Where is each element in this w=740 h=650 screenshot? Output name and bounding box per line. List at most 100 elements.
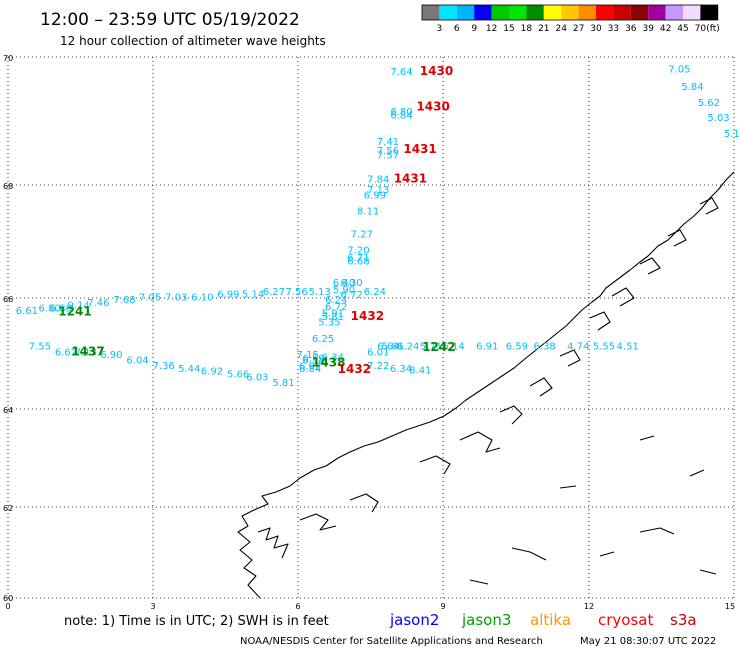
wave-height-value: 5.90 (333, 285, 355, 296)
coastline-fjord (257, 527, 289, 559)
pass-time-label: 1430 (416, 99, 449, 113)
colorbar-swatch (491, 5, 509, 20)
wave-height-value: 7.27 (351, 230, 373, 241)
inland-lake (699, 569, 717, 575)
pass-time-label: 1432 (351, 309, 384, 323)
wave-height-value: 5.03 (707, 113, 729, 124)
wave-height-value: 5.66 (227, 369, 249, 380)
wave-height-value: 7.22 (367, 361, 389, 372)
coastline-fjord (349, 493, 379, 513)
colorbar-swatch (456, 5, 475, 20)
colorbar-tick-label: 45 (677, 24, 688, 34)
footer-note: note: 1) Time is in UTC; 2) SWH is in fe… (64, 614, 329, 629)
inland-lake (469, 579, 489, 585)
wave-height-value: 6.64 (377, 342, 399, 353)
wave-height-value: 7.13 (75, 347, 97, 358)
colorbar-swatch (613, 5, 631, 20)
wave-height-value: 6.27 (263, 287, 285, 298)
wave-height-value: 6.59 (506, 342, 528, 353)
wave-height-value: 6.40 (333, 278, 355, 289)
colorbar-outline (421, 4, 719, 21)
colorbar-tick-label: 18 (521, 24, 533, 34)
colorbar-swatch (648, 5, 666, 20)
map-panel: 70 68 66 64 62 60 0 3 6 9 12 15 (3, 54, 740, 611)
wave-height-value: 5.14 (242, 289, 264, 300)
wave-height-value: 7.46 (87, 298, 109, 309)
lon-tick-labels: 0 3 6 9 12 15 (5, 602, 735, 611)
wave-height-value: 7.20 (347, 245, 369, 256)
page-title: 12:00 – 23:59 UTC 05/19/2022 (40, 10, 300, 30)
colorbar-swatch (474, 5, 492, 20)
lat-tick-label: 64 (3, 406, 13, 415)
colorbar-tick-label: 9 (471, 24, 477, 34)
coastline-mainland (237, 171, 735, 599)
wave-height-value: 6.61 (16, 306, 38, 317)
coastline-island (699, 197, 719, 215)
lat-tick-label: 60 (3, 594, 13, 603)
coastline-island (667, 229, 687, 247)
wave-height-value: 6.84 (299, 364, 321, 375)
colorbar-tick-label: 24 (555, 24, 567, 34)
wave-height-value: 6.24 (397, 342, 419, 353)
coastline-island (499, 405, 523, 425)
wave-height-value: 4.51 (617, 342, 639, 353)
legend-entry-jason3: jason3 (461, 611, 511, 629)
wave-height-value: 6.10 (191, 292, 213, 303)
legend-entry-jason2: jason2 (389, 611, 439, 629)
legend-entry-cryosat: cryosat (598, 611, 653, 629)
inland-lake (639, 435, 655, 441)
coastline-fjord (299, 513, 337, 531)
wave-height-value: 6.14 (443, 342, 465, 353)
wave-height-value: 5.55 (593, 342, 615, 353)
wave-height-value: 7.64 (390, 67, 412, 78)
wave-height-value: 6.34 (390, 364, 412, 375)
legend-entry-s3a: s3a (670, 611, 697, 629)
colorbar-tick-label: 27 (573, 24, 584, 34)
pass-time-label: 1241 (58, 304, 91, 318)
wave-height-value: 6.24 (364, 287, 386, 298)
wave-height-colorbar: 3 6 9 12 15 18 21 24 27 30 33 36 39 42 45 70 (421, 4, 719, 34)
wave-height-value: 6.72 (325, 302, 347, 313)
wave-height-value: 7.56 (377, 146, 399, 157)
inland-lake (689, 469, 705, 477)
colorbar-swatch (422, 5, 440, 20)
wave-height-value: 6.91 (476, 342, 498, 353)
colorbar-tick-label: 21 (538, 24, 549, 34)
pass-time-label: 1431 (403, 142, 436, 156)
wave-height-value: 6.92 (299, 362, 321, 373)
wave-height-value: 6.58 (302, 356, 324, 367)
wave-height-value: 6.92 (201, 367, 223, 378)
colorbar-swatch (700, 5, 718, 20)
lat-tick-label: 68 (3, 182, 13, 191)
pass-time-label: 1437 (71, 344, 104, 358)
wave-height-value: 6.04 (126, 356, 148, 367)
wave-height-value: 6.01 (367, 347, 389, 358)
colorbar-tick-label: 70 (695, 24, 707, 34)
wave-height-value: 5.71 (420, 342, 442, 353)
lon-tick-label: 12 (584, 602, 594, 611)
wave-height-observations: 7.646.806.847.417.567.577.847.136.998.11… (16, 65, 740, 389)
wave-height-value: 7.36 (153, 361, 175, 372)
colorbar-tick-label: 36 (625, 24, 637, 34)
coastline-fjord (419, 455, 451, 475)
lat-tick-label: 62 (3, 504, 13, 513)
coastline-island (639, 257, 661, 275)
inland-lake (511, 547, 547, 561)
wave-height-value: 7.15 (297, 350, 319, 361)
lat-tick-label: 66 (3, 295, 13, 304)
pass-time-label: 1432 (338, 362, 371, 376)
wave-height-value: 6.99 (364, 191, 386, 202)
colorbar-tick-label: 3 (437, 24, 443, 34)
wave-height-value: 7.13 (367, 185, 389, 196)
wave-height-value: 6.88 (50, 303, 72, 314)
colorbar-tick-label: 6 (454, 24, 460, 34)
wave-height-value: 5.84 (681, 82, 703, 93)
wave-height-value: 5.81 (382, 342, 404, 353)
wave-height-value: 6.80 (38, 303, 60, 314)
wave-height-value: 6.34 (322, 352, 344, 363)
colorbar-swatch (578, 5, 596, 20)
satellite-legend: jason2 jason3 altika cryosat s3a (389, 611, 697, 629)
colorbar-tick-label: 30 (590, 24, 602, 34)
